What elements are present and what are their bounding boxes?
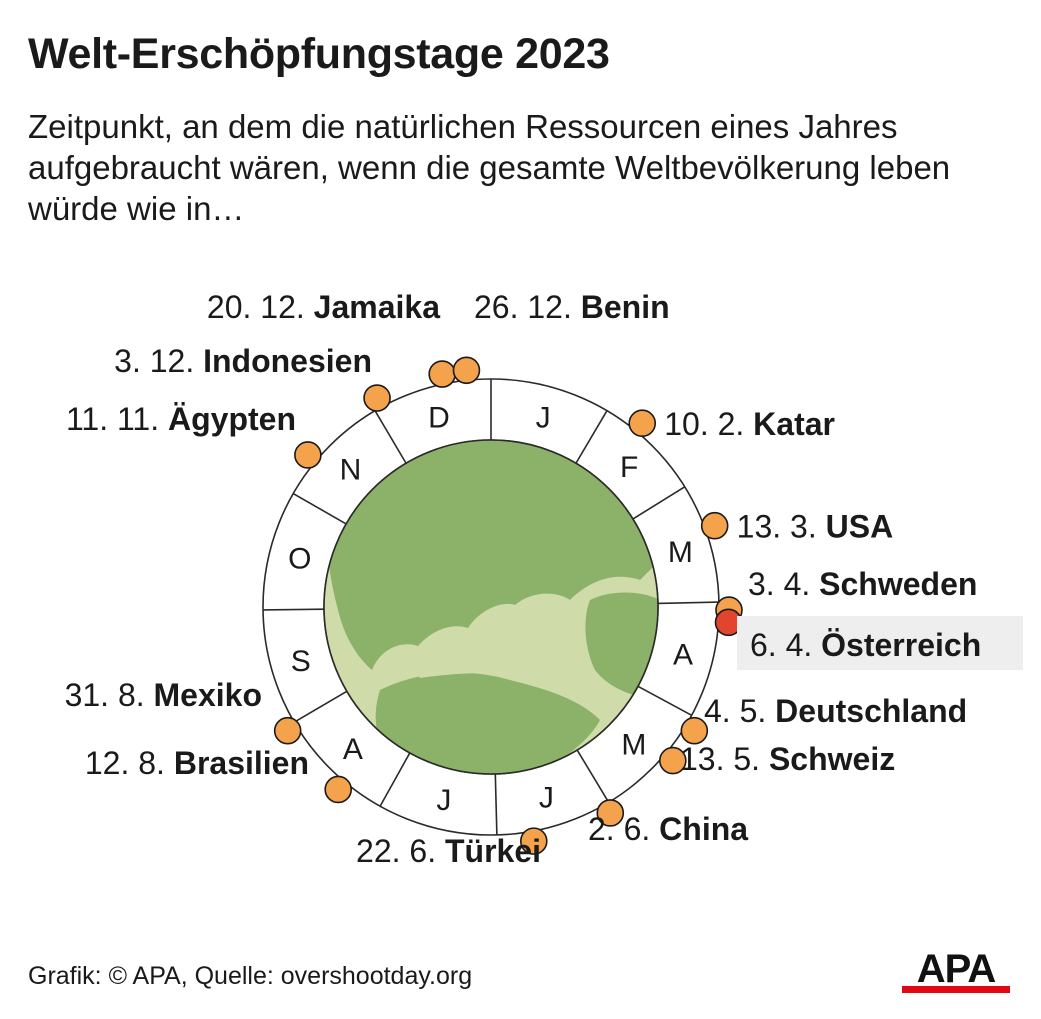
month-labels: J F M A M J J A S O N D — [288, 401, 693, 816]
month-divider — [657, 601, 719, 605]
country-label: 22. 6. Türkei — [356, 833, 541, 869]
date-marker — [452, 356, 481, 385]
month-label: D — [428, 401, 450, 434]
date-marker — [363, 384, 391, 412]
date-text: 6. 4. — [750, 627, 821, 663]
date-text: 10. 2. — [664, 406, 753, 442]
date-text: 13. 3. — [737, 509, 826, 545]
country-text: Österreich — [821, 627, 981, 663]
month-label: S — [291, 645, 311, 678]
month-label: J — [536, 401, 551, 434]
month-divider — [374, 410, 407, 464]
footer-source: Grafik: © APA, Quelle: overshootday.org — [28, 962, 473, 990]
month-divider — [494, 773, 498, 835]
globe-land-north — [420, 440, 500, 500]
globe-sea-mediterranean — [410, 650, 534, 678]
date-marker — [700, 511, 729, 540]
country-label: 20. 12. Jamaika — [207, 289, 440, 325]
date-text: 11. 11. — [66, 401, 168, 437]
globe-sea-black — [540, 620, 582, 637]
date-text: 4. 5. — [704, 693, 775, 729]
month-divider — [637, 685, 693, 716]
country-label: 31. 8. Mexiko — [65, 677, 262, 713]
month-divider — [293, 690, 348, 723]
month-label: O — [288, 542, 311, 575]
country-label: 13. 5. Schweiz — [680, 741, 895, 777]
date-text: 3. 12. — [114, 343, 203, 379]
month-divider — [632, 486, 686, 520]
month-label: F — [620, 451, 638, 484]
month-label: M — [668, 536, 693, 569]
country-label: 6. 4. Österreich — [750, 627, 981, 663]
date-marker — [273, 716, 302, 745]
date-markers — [273, 356, 743, 855]
month-label: J — [539, 782, 554, 815]
country-text: Jamaika — [314, 289, 441, 325]
date-marker — [519, 827, 548, 855]
month-divider — [379, 752, 411, 807]
month-divider — [576, 749, 610, 803]
date-marker — [596, 799, 625, 827]
date-text: 2. 6. — [588, 811, 659, 847]
country-text: USA — [826, 509, 894, 545]
date-text: 22. 6. — [356, 833, 445, 869]
month-divider — [263, 608, 325, 611]
date-text: 20. 12. — [207, 289, 314, 325]
country-text: Deutschland — [775, 693, 967, 729]
month-divider — [575, 410, 608, 464]
date-text: 3. 4. — [748, 566, 819, 602]
date-marker — [294, 441, 322, 469]
chart-subtitle: Zeitpunkt, an dem die natürlichen Ressou… — [28, 108, 951, 227]
month-label: N — [340, 453, 362, 486]
country-text: Ägypten — [168, 401, 296, 437]
country-label: 26. 12. Benin — [474, 289, 670, 325]
date-marker — [680, 716, 709, 745]
date-marker — [659, 746, 687, 775]
date-marker — [628, 409, 657, 438]
country-label: 13. 3. USA — [737, 509, 894, 545]
date-text: 26. 12. — [474, 289, 581, 325]
date-text: 12. 8. — [85, 745, 174, 781]
globe-outline — [323, 439, 659, 775]
apa-logo: APA — [902, 948, 1010, 993]
country-text: Brasilien — [174, 745, 309, 781]
chart-title: Welt-Erschöpfungstage 2023 — [28, 30, 610, 78]
apa-logo-text: APA — [917, 948, 996, 991]
globe-land-africa — [375, 672, 600, 774]
month-label: A — [673, 638, 693, 671]
month-label: J — [436, 784, 451, 817]
month-dividers — [263, 379, 719, 835]
country-label: 4. 5. Deutschland — [704, 693, 967, 729]
country-text: Katar — [753, 406, 835, 442]
country-text: Indonesien — [203, 343, 372, 379]
date-text: 13. 5. — [680, 741, 769, 777]
apa-logo-bar — [902, 986, 1010, 993]
country-text: Benin — [581, 289, 670, 325]
month-label: M — [621, 728, 646, 761]
country-label: 11. 11. Ägypten — [66, 401, 296, 437]
country-label: 3. 4. Schweden — [748, 566, 977, 602]
date-marker — [428, 360, 456, 388]
highlight-background — [737, 616, 1023, 670]
country-label: 10. 2. Katar — [664, 406, 835, 442]
country-text: Türkei — [445, 833, 541, 869]
month-divider — [292, 492, 347, 525]
country-label: 3. 12. Indonesien — [114, 343, 372, 379]
month-label: A — [343, 733, 363, 766]
globe-land — [325, 440, 658, 670]
country-text: Schweiz — [769, 741, 895, 777]
country-label: 12. 8. Brasilien — [85, 745, 309, 781]
country-label: 2. 6. China — [588, 811, 748, 847]
date-marker — [324, 775, 352, 804]
country-text: Mexiko — [154, 677, 262, 713]
country-text: Schweden — [819, 566, 977, 602]
date-text: 31. 8. — [65, 677, 154, 713]
country-text: China — [659, 811, 748, 847]
